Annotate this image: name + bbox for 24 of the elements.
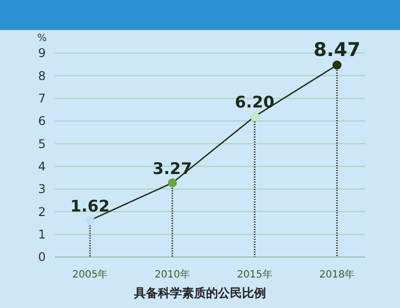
x-tick-label: 2005年	[72, 268, 108, 280]
y-tick-label: 9	[38, 46, 46, 60]
y-tick-label: 0	[38, 250, 46, 264]
y-tick-label: 4	[38, 160, 46, 174]
text: 6.20	[234, 92, 274, 112]
y-tick-label: 1	[38, 228, 46, 242]
point	[332, 60, 342, 70]
text: 8.47	[314, 39, 360, 62]
x-tick-label: 2018年	[319, 268, 355, 280]
point	[250, 112, 260, 121]
text: 1.62	[70, 196, 110, 216]
y-tick-label: 6	[38, 114, 46, 128]
x-tick-label: 2010年	[154, 268, 190, 280]
x-tick-label: 2015年	[236, 268, 272, 280]
y-tick-label: 7	[38, 92, 46, 106]
y-tick-label: 5	[38, 136, 46, 151]
point	[168, 178, 177, 188]
y-axis-title: %	[37, 33, 47, 44]
y-tick-label: 8	[38, 68, 46, 83]
y-tick-label: 2	[38, 204, 46, 219]
point	[86, 216, 94, 225]
y-tick-label: 3	[38, 182, 46, 196]
text: 具备科学素质的公民比例	[133, 286, 266, 300]
text: 3.27	[152, 158, 192, 178]
